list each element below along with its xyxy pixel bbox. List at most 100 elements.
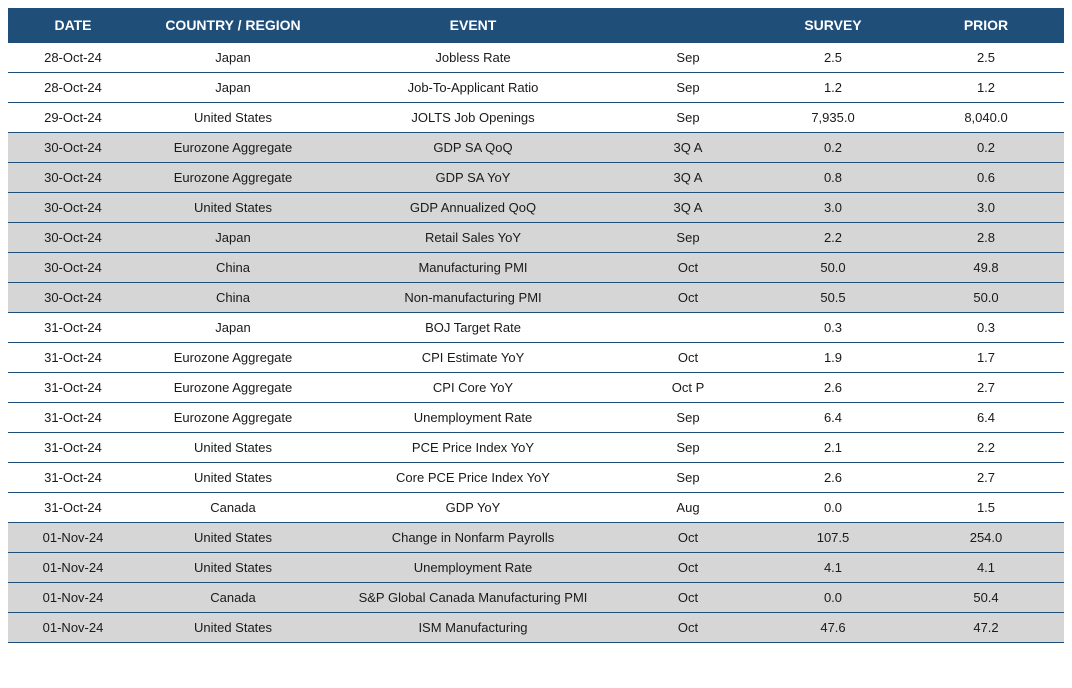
- cell-region: Eurozone Aggregate: [138, 403, 328, 433]
- cell-region: China: [138, 253, 328, 283]
- cell-survey: 2.6: [758, 373, 908, 403]
- cell-event: GDP SA YoY: [328, 163, 618, 193]
- cell-survey: 2.1: [758, 433, 908, 463]
- cell-region: United States: [138, 103, 328, 133]
- table-header-row: DATE COUNTRY / REGION EVENT SURVEY PRIOR: [8, 8, 1064, 43]
- table-row: 28-Oct-24JapanJob-To-Applicant RatioSep1…: [8, 73, 1064, 103]
- cell-survey: 4.1: [758, 553, 908, 583]
- cell-date: 31-Oct-24: [8, 343, 138, 373]
- cell-prior: 4.1: [908, 553, 1064, 583]
- cell-survey: 2.2: [758, 223, 908, 253]
- table-row: 31-Oct-24JapanBOJ Target Rate0.30.3: [8, 313, 1064, 343]
- cell-period: Oct P: [618, 373, 758, 403]
- cell-prior: 0.2: [908, 133, 1064, 163]
- cell-period: [618, 313, 758, 343]
- table-row: 30-Oct-24United StatesGDP Annualized QoQ…: [8, 193, 1064, 223]
- cell-event: Unemployment Rate: [328, 553, 618, 583]
- cell-event: Change in Nonfarm Payrolls: [328, 523, 618, 553]
- col-header-date: DATE: [8, 8, 138, 43]
- cell-date: 01-Nov-24: [8, 523, 138, 553]
- col-header-period: [618, 8, 758, 43]
- cell-date: 31-Oct-24: [8, 493, 138, 523]
- cell-prior: 2.2: [908, 433, 1064, 463]
- cell-prior: 50.4: [908, 583, 1064, 613]
- cell-prior: 2.7: [908, 373, 1064, 403]
- cell-date: 31-Oct-24: [8, 403, 138, 433]
- cell-prior: 0.3: [908, 313, 1064, 343]
- cell-date: 31-Oct-24: [8, 433, 138, 463]
- cell-region: United States: [138, 433, 328, 463]
- cell-period: Oct: [618, 253, 758, 283]
- cell-date: 30-Oct-24: [8, 253, 138, 283]
- col-header-survey: SURVEY: [758, 8, 908, 43]
- cell-period: Oct: [618, 583, 758, 613]
- cell-period: Aug: [618, 493, 758, 523]
- cell-period: Sep: [618, 103, 758, 133]
- cell-survey: 7,935.0: [758, 103, 908, 133]
- cell-prior: 47.2: [908, 613, 1064, 643]
- cell-prior: 0.6: [908, 163, 1064, 193]
- col-header-prior: PRIOR: [908, 8, 1064, 43]
- cell-period: Oct: [618, 613, 758, 643]
- cell-survey: 6.4: [758, 403, 908, 433]
- cell-prior: 2.7: [908, 463, 1064, 493]
- cell-survey: 47.6: [758, 613, 908, 643]
- cell-date: 31-Oct-24: [8, 313, 138, 343]
- cell-period: Oct: [618, 523, 758, 553]
- cell-region: Japan: [138, 223, 328, 253]
- cell-prior: 254.0: [908, 523, 1064, 553]
- cell-date: 28-Oct-24: [8, 73, 138, 103]
- cell-survey: 3.0: [758, 193, 908, 223]
- cell-region: Eurozone Aggregate: [138, 163, 328, 193]
- cell-region: Eurozone Aggregate: [138, 343, 328, 373]
- cell-event: GDP Annualized QoQ: [328, 193, 618, 223]
- cell-prior: 2.8: [908, 223, 1064, 253]
- cell-region: Eurozone Aggregate: [138, 133, 328, 163]
- cell-period: Sep: [618, 433, 758, 463]
- cell-survey: 2.5: [758, 43, 908, 73]
- cell-prior: 1.5: [908, 493, 1064, 523]
- table-row: 31-Oct-24United StatesCore PCE Price Ind…: [8, 463, 1064, 493]
- cell-event: Non-manufacturing PMI: [328, 283, 618, 313]
- cell-event: GDP SA QoQ: [328, 133, 618, 163]
- cell-region: United States: [138, 463, 328, 493]
- table-row: 31-Oct-24Eurozone AggregateCPI Core YoYO…: [8, 373, 1064, 403]
- col-header-event: EVENT: [328, 8, 618, 43]
- cell-date: 30-Oct-24: [8, 133, 138, 163]
- table-row: 31-Oct-24Eurozone AggregateUnemployment …: [8, 403, 1064, 433]
- cell-period: Sep: [618, 43, 758, 73]
- cell-prior: 8,040.0: [908, 103, 1064, 133]
- cell-survey: 50.0: [758, 253, 908, 283]
- table-body: 28-Oct-24JapanJobless RateSep2.52.528-Oc…: [8, 43, 1064, 643]
- cell-survey: 0.0: [758, 493, 908, 523]
- cell-event: BOJ Target Rate: [328, 313, 618, 343]
- cell-survey: 1.9: [758, 343, 908, 373]
- cell-region: China: [138, 283, 328, 313]
- table-row: 29-Oct-24United StatesJOLTS Job Openings…: [8, 103, 1064, 133]
- cell-period: 3Q A: [618, 133, 758, 163]
- cell-event: GDP YoY: [328, 493, 618, 523]
- cell-date: 01-Nov-24: [8, 583, 138, 613]
- cell-date: 31-Oct-24: [8, 373, 138, 403]
- cell-period: Sep: [618, 223, 758, 253]
- cell-region: United States: [138, 553, 328, 583]
- table-row: 01-Nov-24United StatesISM ManufacturingO…: [8, 613, 1064, 643]
- table-row: 31-Oct-24United StatesPCE Price Index Yo…: [8, 433, 1064, 463]
- cell-event: Retail Sales YoY: [328, 223, 618, 253]
- cell-survey: 50.5: [758, 283, 908, 313]
- table-row: 28-Oct-24JapanJobless RateSep2.52.5: [8, 43, 1064, 73]
- cell-period: Sep: [618, 463, 758, 493]
- cell-period: Sep: [618, 403, 758, 433]
- table-row: 01-Nov-24United StatesUnemployment RateO…: [8, 553, 1064, 583]
- cell-date: 30-Oct-24: [8, 223, 138, 253]
- cell-region: Japan: [138, 73, 328, 103]
- cell-period: Oct: [618, 553, 758, 583]
- cell-region: Japan: [138, 313, 328, 343]
- cell-event: Job-To-Applicant Ratio: [328, 73, 618, 103]
- cell-region: United States: [138, 613, 328, 643]
- cell-date: 01-Nov-24: [8, 613, 138, 643]
- cell-survey: 107.5: [758, 523, 908, 553]
- cell-region: United States: [138, 193, 328, 223]
- table-row: 30-Oct-24JapanRetail Sales YoYSep2.22.8: [8, 223, 1064, 253]
- cell-prior: 1.7: [908, 343, 1064, 373]
